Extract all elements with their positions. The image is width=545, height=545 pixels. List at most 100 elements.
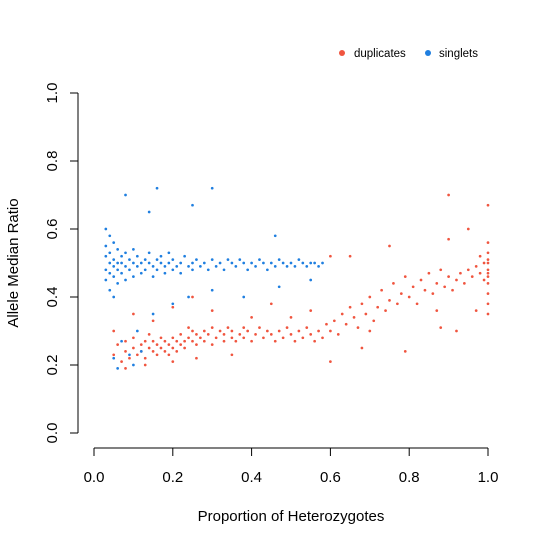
singlet-point [285, 265, 289, 268]
duplicate-point [368, 329, 372, 333]
singlet-point [167, 251, 171, 255]
duplicate-point [486, 258, 490, 261]
duplicate-point [191, 339, 194, 343]
singlet-point [210, 258, 214, 261]
y-tick-label: 0.0 [44, 423, 61, 444]
duplicate-point [407, 295, 411, 299]
singlet-point [167, 261, 171, 265]
duplicate-point [124, 339, 127, 343]
x-tick-label: 1.0 [478, 469, 499, 486]
duplicate-point [147, 346, 151, 350]
y-tick-label: 0.4 [44, 287, 61, 308]
duplicate-point [419, 278, 423, 282]
legend-singlets-label: singlets [439, 48, 478, 60]
duplicate-point [195, 333, 198, 336]
singlet-point [159, 261, 163, 265]
singlet-point [242, 295, 246, 299]
duplicate-point [403, 275, 407, 278]
duplicate-point [423, 288, 427, 292]
duplicate-point [451, 288, 454, 292]
singlet-point [143, 268, 147, 272]
duplicate-point [183, 346, 186, 350]
duplicate-point [187, 336, 190, 340]
singlet-point [124, 193, 127, 197]
singlet-point [250, 261, 253, 265]
singlet-point [112, 241, 116, 244]
duplicate-point [368, 295, 372, 299]
duplicate-point [482, 278, 486, 282]
duplicate-point [163, 339, 167, 343]
y-tick-label: 0.2 [44, 355, 61, 376]
singlet-point [112, 356, 116, 360]
duplicate-point [269, 333, 273, 336]
duplicate-point [143, 356, 147, 360]
duplicate-point [250, 316, 253, 319]
singlet-point [124, 278, 127, 282]
singlet-point [293, 265, 297, 268]
duplicate-point [132, 346, 135, 350]
duplicate-point [486, 203, 490, 207]
duplicate-point [478, 271, 482, 275]
duplicate-point [439, 268, 443, 272]
duplicate-point [360, 302, 364, 306]
legend: duplicates singlets [339, 48, 478, 60]
duplicate-point [427, 271, 431, 275]
singlet-point [120, 261, 123, 265]
duplicate-point [266, 329, 269, 333]
singlet-point [132, 363, 135, 367]
singlet-point [171, 302, 175, 306]
singlet-point [135, 254, 139, 258]
singlet-point [108, 271, 112, 275]
duplicate-point [218, 329, 222, 333]
singlet-point [202, 261, 206, 265]
duplicate-point [466, 268, 470, 272]
duplicate-point [356, 326, 360, 329]
duplicate-point [171, 360, 175, 363]
duplicate-point [273, 339, 277, 343]
duplicate-point [246, 329, 250, 333]
duplicate-point [329, 360, 332, 363]
duplicate-point [143, 339, 147, 343]
singlet-point [309, 278, 313, 282]
duplicate-point [486, 241, 490, 244]
singlet-point [116, 367, 119, 370]
x-tick-label: 0.0 [84, 469, 105, 486]
duplicate-point [376, 305, 380, 309]
duplicate-point [478, 254, 482, 258]
duplicate-point [486, 275, 490, 278]
singlet-point [108, 288, 112, 292]
singlet-point [258, 258, 261, 261]
duplicate-point [151, 339, 155, 343]
singlet-point [135, 265, 139, 268]
singlet-point [195, 258, 198, 261]
duplicate-point [195, 343, 198, 346]
singlet-point [124, 251, 127, 255]
duplicate-point [474, 309, 478, 312]
duplicate-point [242, 326, 246, 329]
duplicate-point [179, 333, 183, 336]
singlet-point [112, 275, 116, 278]
duplicate-point [206, 333, 210, 336]
y-tick-label: 1.0 [44, 83, 61, 104]
duplicate-point [392, 282, 395, 285]
singlet-point [309, 261, 313, 265]
singlet-point [112, 295, 116, 299]
duplicate-point [151, 350, 155, 353]
singlet-point [183, 254, 186, 258]
duplicate-point [155, 353, 159, 357]
duplicate-point [234, 339, 238, 343]
duplicate-point [187, 326, 190, 329]
duplicate-point [470, 275, 474, 278]
singlet-point [120, 271, 123, 275]
duplicate-point [183, 339, 186, 343]
duplicate-point [226, 326, 230, 329]
duplicate-point [128, 356, 131, 360]
singlet-point [124, 265, 127, 268]
duplicate-point [411, 285, 415, 289]
singlet-point [273, 265, 277, 268]
duplicate-point [447, 275, 450, 278]
singlet-point [191, 261, 194, 265]
duplicate-point [435, 282, 439, 285]
singlet-point [262, 261, 265, 265]
singlet-point [254, 265, 257, 268]
